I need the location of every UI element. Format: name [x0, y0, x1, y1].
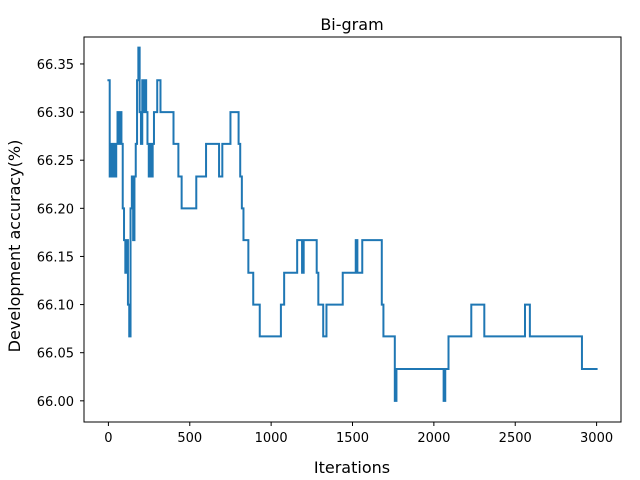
chart-title: Bi-gram	[320, 15, 383, 34]
x-tick-label: 1500	[336, 431, 369, 446]
y-tick-label: 66.30	[37, 106, 74, 121]
y-tick-label: 66.35	[37, 58, 74, 73]
y-axis-title: Development accuracy(%)	[5, 140, 24, 353]
y-tick-label: 66.05	[37, 347, 74, 362]
y-tick-label: 66.00	[37, 395, 74, 410]
x-axis-title: Iterations	[314, 458, 390, 477]
x-tick-label: 3000	[580, 431, 613, 446]
development-accuracy-series-line	[107, 46, 598, 402]
y-tick-label: 66.15	[37, 250, 74, 265]
plot-frame	[83, 36, 622, 423]
x-tick-label: 2000	[417, 431, 450, 446]
x-tick-label: 2500	[499, 431, 532, 446]
x-tick-label: 1000	[255, 431, 288, 446]
y-axis-ticks: 66.00 66.05 66.10 66.15 66.20 66.25 66.30 66.35	[37, 58, 84, 410]
x-axis-ticks: 0 500 1000 1500 2000 2500 3000	[104, 422, 613, 446]
x-tick-label: 500	[177, 431, 202, 446]
y-tick-label: 66.20	[37, 202, 74, 217]
series-layer	[107, 46, 598, 402]
y-tick-label: 66.25	[37, 154, 74, 169]
y-tick-label: 66.10	[37, 299, 74, 314]
x-tick-label: 0	[104, 431, 112, 446]
